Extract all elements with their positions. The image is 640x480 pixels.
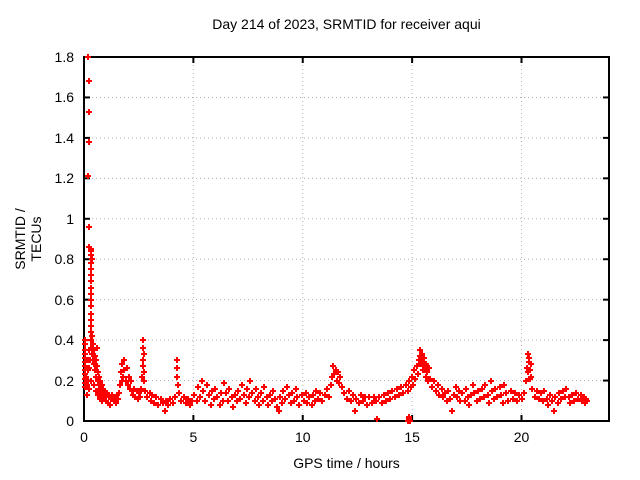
y-tick-label: 0: [66, 413, 74, 429]
x-tick-label: 5: [189, 429, 198, 445]
x-tick-label: 0: [80, 429, 88, 445]
x-tick-label: 10: [294, 429, 311, 445]
y-tick-label: 1: [66, 210, 74, 227]
chart-title: Day 214 of 2023, SRMTID for receiver aqu…: [212, 16, 481, 32]
y-tick-label: 1.8: [54, 49, 74, 65]
scatter-points: [82, 54, 590, 424]
y-tick-label: 0.6: [54, 291, 74, 308]
y-tick-label: 1.2: [54, 170, 74, 187]
x-tick-label: 15: [404, 429, 420, 445]
x-axis-label: GPS time / hours: [293, 455, 400, 471]
plot-border: [83, 56, 610, 422]
y-tick-label: 1.4: [54, 129, 74, 146]
y-tick-label: 0.4: [54, 332, 74, 349]
x-tick-label: 20: [513, 429, 530, 445]
y-tick-label: 0.8: [54, 251, 74, 268]
y-tick-label: 0.2: [54, 372, 74, 389]
y-tick-label: 1.6: [54, 89, 74, 106]
